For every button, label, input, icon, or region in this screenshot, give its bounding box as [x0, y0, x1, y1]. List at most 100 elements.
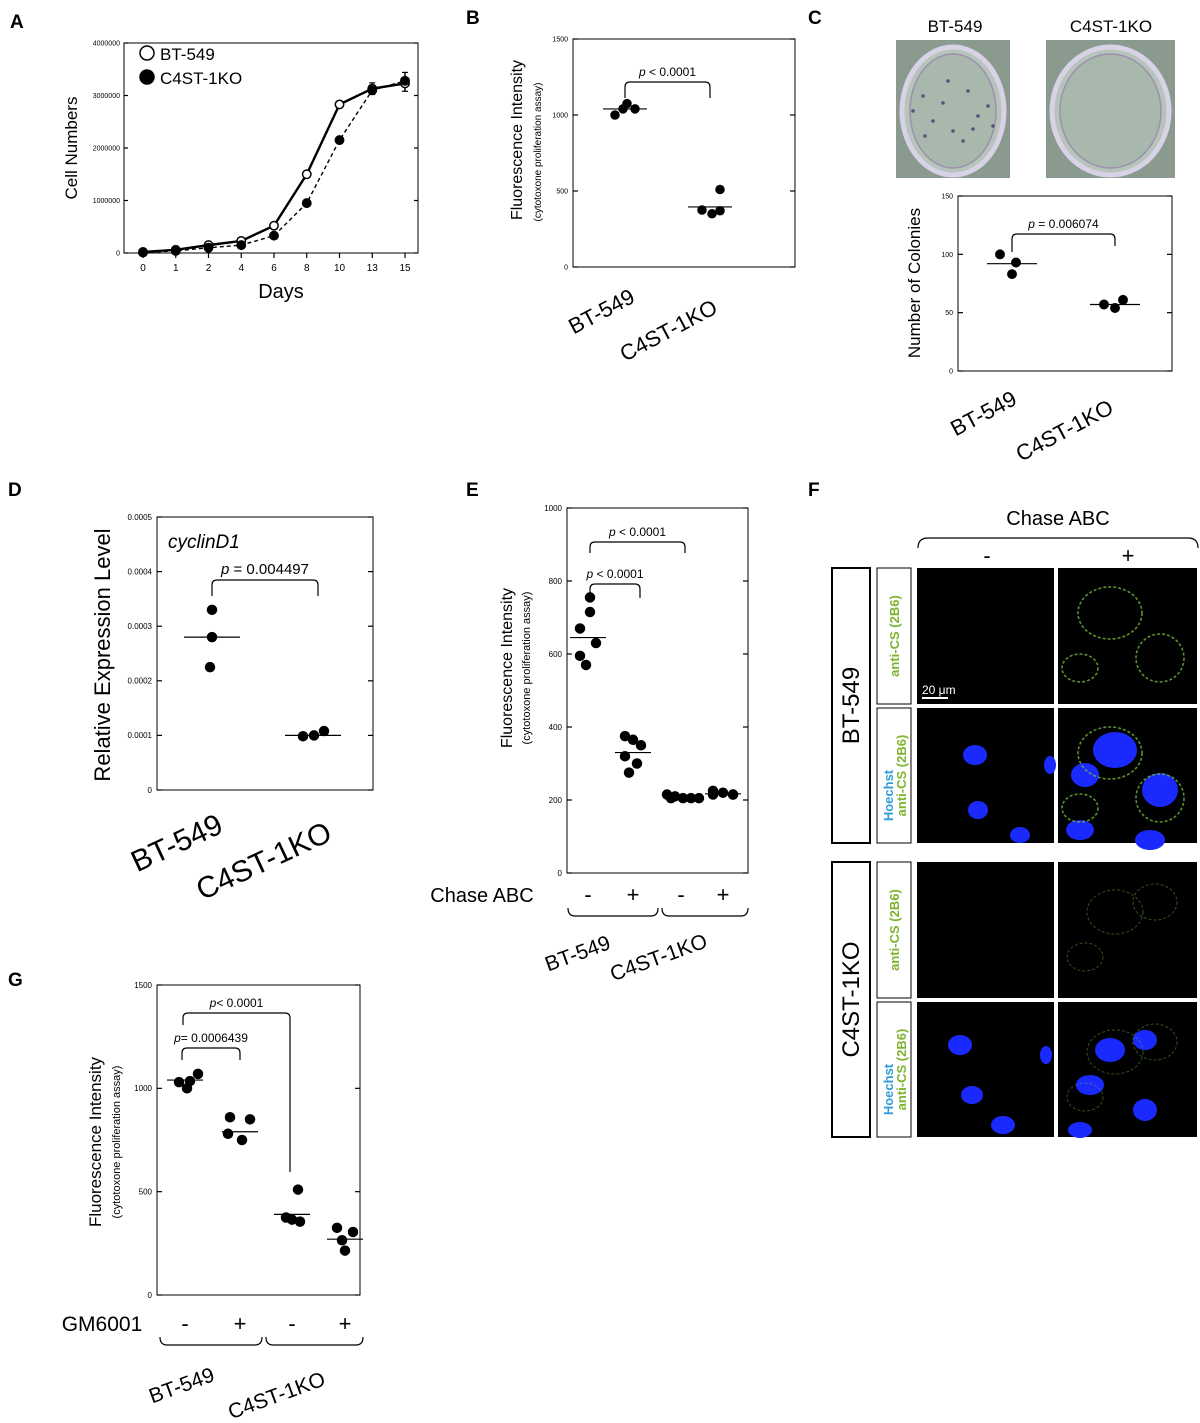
data-point-c4st1ko — [301, 198, 312, 209]
legend-marker-bt549 — [139, 45, 155, 61]
nucleus — [1093, 732, 1137, 768]
data-point-c4st1ko — [269, 230, 279, 241]
stain-label-box — [876, 1001, 912, 1138]
nucleus — [1040, 1046, 1052, 1064]
data-point — [1011, 257, 1021, 268]
data-point — [584, 606, 596, 618]
data-point — [574, 623, 586, 634]
data-point — [622, 98, 632, 109]
stain-label-cs: anti-CS (2B6) — [894, 735, 909, 817]
treatment-sign: - — [584, 882, 591, 907]
stain-label-hoechst: Hoechst — [881, 769, 896, 821]
micro-image-minus — [917, 568, 1054, 704]
data-point — [331, 1222, 343, 1234]
x-category-label: BT-549 — [564, 284, 638, 339]
data-point — [318, 725, 330, 737]
y-tick-label: 1000000 — [93, 198, 120, 205]
photo-title-c4st1ko: C4ST-1KO — [1070, 17, 1152, 36]
cs-membrane-stain — [1135, 773, 1185, 823]
plot-frame-e — [566, 507, 749, 874]
stain-label-cs: anti-CS (2B6) — [894, 1029, 909, 1111]
data-point — [619, 750, 631, 762]
y-tick-label: 1000 — [552, 112, 568, 119]
y-tick-label: 0.0005 — [128, 513, 153, 522]
header-bracket — [917, 537, 1199, 549]
y-tick-label: 0 — [148, 786, 153, 795]
y-tick-label: 0.0003 — [128, 622, 153, 631]
y-tick-label: 3000000 — [93, 93, 120, 100]
treatment-sign: - — [288, 1311, 295, 1336]
treatment-sign: - — [181, 1311, 188, 1336]
data-point — [631, 758, 643, 769]
colony-spot — [911, 109, 915, 113]
comparison-e2-bracket — [589, 541, 686, 553]
data-point — [339, 1245, 351, 1256]
cs-membrane-stain — [1061, 793, 1099, 823]
cs-membrane-stain — [1077, 726, 1143, 780]
colony-spot — [966, 89, 970, 93]
nucleus — [1076, 1075, 1104, 1095]
y-tick-label: 4000000 — [93, 41, 120, 48]
y-tick-label: 500 — [556, 188, 568, 195]
data-point — [995, 249, 1005, 260]
nucleus — [1133, 1099, 1157, 1121]
panel-label-d: D — [8, 480, 22, 501]
micro-image-plus — [1058, 568, 1197, 704]
data-point — [715, 206, 725, 216]
comparison-c-label: p = 0.006074 — [1027, 217, 1099, 231]
panel-label-c: C — [808, 8, 822, 29]
data-point-bt549 — [334, 99, 345, 110]
colony-spot — [951, 129, 955, 133]
data-point-c4st1ko — [334, 135, 345, 146]
data-point — [292, 1184, 304, 1195]
data-point-c4st1ko — [400, 75, 410, 86]
data-point — [623, 767, 635, 778]
colony-spot — [991, 124, 995, 128]
nucleus — [1071, 763, 1099, 787]
data-point-c4st1ko — [236, 240, 247, 251]
data-point — [222, 1128, 234, 1140]
data-point — [717, 787, 729, 798]
x-tick-label: 13 — [367, 263, 379, 274]
y-tick-label: 0.0001 — [128, 731, 153, 740]
y-axis-label: Fluorescence Intensity — [499, 588, 516, 748]
group-bracket — [661, 907, 749, 917]
data-point — [297, 730, 309, 742]
data-point — [590, 637, 602, 649]
cell-line-label: C4ST-1KO — [838, 941, 865, 1057]
y-tick-label: 800 — [549, 577, 563, 586]
nucleus — [1133, 1030, 1157, 1050]
micro-image-minus — [917, 1002, 1054, 1137]
stain-label-box — [876, 861, 912, 999]
y-tick-label: 400 — [549, 723, 563, 732]
nucleus — [991, 1116, 1015, 1134]
nucleus — [961, 1086, 983, 1104]
x-tick-label: 15 — [399, 263, 411, 274]
x-tick-label: 2 — [206, 263, 212, 274]
data-point — [707, 789, 719, 800]
comparison-b-label: p < 0.0001 — [638, 65, 696, 79]
treatment-label: GM6001 — [62, 1313, 143, 1336]
legend-label-bt549: BT-549 — [160, 45, 215, 64]
y-axis-label: Cell Numbers — [62, 97, 81, 200]
treatment-sign: + — [717, 882, 730, 907]
series-line-c4st1ko — [142, 80, 406, 254]
y-axis-label: Relative Expression Level — [90, 528, 115, 781]
data-point — [181, 1083, 193, 1094]
y-tick-label: 600 — [549, 650, 563, 659]
x-category-label: BT-549 — [946, 386, 1020, 441]
cell-line-box — [831, 567, 871, 844]
y-tick-label: 0.0002 — [128, 677, 153, 686]
group-bracket — [159, 1336, 263, 1346]
cs-membrane-stain — [1077, 586, 1143, 640]
y-tick-label: 0 — [116, 251, 120, 258]
cell-line-label: BT-549 — [838, 667, 865, 744]
data-point-c4st1ko — [170, 245, 181, 256]
comparison-e2-label: p < 0.0001 — [608, 525, 666, 539]
treatment-sign: + — [627, 882, 640, 907]
stain-label-cs: anti-CS (2B6) — [887, 595, 902, 677]
x-tick-label: 6 — [271, 263, 277, 274]
nucleus — [1068, 1122, 1092, 1138]
stain-label-box — [876, 567, 912, 705]
data-point-c4st1ko — [203, 242, 214, 253]
